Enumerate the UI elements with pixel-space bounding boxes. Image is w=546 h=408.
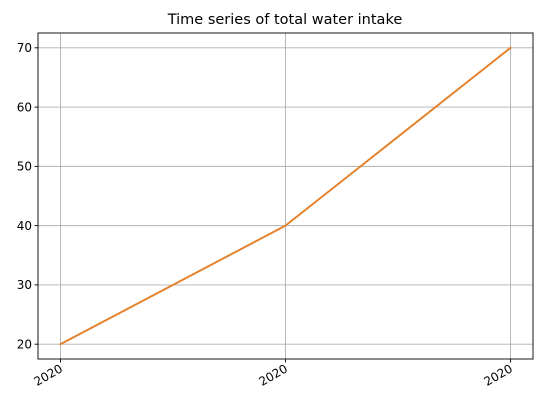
x-tick-label: 2020: [32, 361, 65, 388]
y-tick-label: 20: [17, 337, 32, 351]
x-tick-label: 2020: [482, 361, 515, 388]
y-tick-label: 70: [17, 41, 32, 55]
series: [59, 46, 512, 346]
axes: 20 30 40 50 60 70 2020 2020 2020: [17, 41, 515, 389]
chart-title: Time series of total water intake: [167, 12, 403, 28]
y-tick-label: 50: [17, 160, 32, 174]
grid: [38, 33, 533, 359]
y-tick-label: 60: [17, 100, 32, 114]
y-tick-label: 40: [17, 219, 32, 233]
series-line: [59, 46, 512, 346]
x-tick-label: 2020: [257, 361, 290, 388]
y-tick-label: 30: [17, 278, 32, 292]
